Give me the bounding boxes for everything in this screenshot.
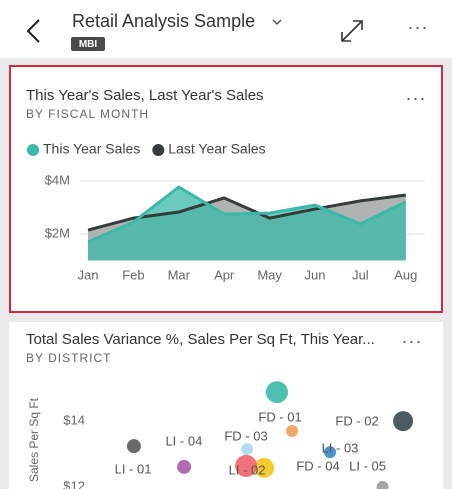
legend-label: Last Year Sales xyxy=(168,141,265,157)
bubble xyxy=(324,446,337,459)
title-dropdown[interactable] xyxy=(272,19,282,25)
x-tick-label: Aug xyxy=(394,267,417,282)
expand-button[interactable] xyxy=(341,20,363,42)
tile-title: Total Sales Variance %, Sales Per Sq Ft,… xyxy=(26,331,375,348)
legend-marker xyxy=(152,144,165,156)
bubble xyxy=(254,457,275,478)
y-tick-label: $14 xyxy=(63,413,85,428)
badge-bg xyxy=(71,37,105,51)
data-label: FD - 02 xyxy=(335,414,378,429)
y-tick-label: $12 xyxy=(63,478,85,489)
data-label: FD - 04 xyxy=(296,458,339,473)
data-label: LI - 03 xyxy=(322,441,359,456)
tile-2[interactable] xyxy=(9,322,443,489)
data-label: LI - 02 xyxy=(229,462,266,477)
bubble xyxy=(265,381,288,404)
bubble xyxy=(177,459,192,474)
more-button[interactable]: ··· xyxy=(408,17,429,37)
back-button[interactable] xyxy=(26,19,40,43)
legend-label: This Year Sales xyxy=(43,141,140,157)
tile-subtitle: BY FISCAL MONTH xyxy=(26,107,149,121)
tile-title: This Year's Sales, Last Year's Sales xyxy=(26,87,264,104)
x-tick-label: May xyxy=(257,267,282,282)
data-label: FD - 03 xyxy=(224,429,267,444)
data-label: FD - 01 xyxy=(258,409,301,424)
bubble xyxy=(286,425,299,437)
tile-1[interactable] xyxy=(9,65,443,313)
bubble xyxy=(235,454,258,477)
bubble xyxy=(126,439,141,454)
badge: MBI xyxy=(79,39,98,50)
line xyxy=(87,185,407,244)
x-tick-label: Jun xyxy=(305,267,326,282)
bubble xyxy=(393,411,414,432)
x-tick-label: Apr xyxy=(214,267,235,282)
y-tick-label: $2M xyxy=(45,225,70,240)
y-axis-label: Sales Per Sq Ft xyxy=(27,397,41,482)
tile-subtitle: BY DISTRICT xyxy=(26,351,111,365)
data-label: LI - 01 xyxy=(115,461,152,476)
x-tick-label: Jul xyxy=(352,267,369,282)
report-title[interactable]: Retail Analysis Sample xyxy=(72,11,255,31)
tile-menu[interactable]: ··· xyxy=(406,88,427,108)
tile-menu[interactable]: ··· xyxy=(402,331,423,351)
data-label: LI - 04 xyxy=(165,434,202,449)
bubble xyxy=(376,481,389,489)
x-tick-label: Feb xyxy=(122,267,144,282)
y-tick-label: $4M xyxy=(45,172,70,187)
area xyxy=(88,187,406,261)
legend-marker xyxy=(27,144,39,156)
x-tick-label: Jan xyxy=(78,267,99,282)
x-tick-label: Mar xyxy=(168,267,191,282)
data-label: LI - 05 xyxy=(349,458,386,473)
bubble xyxy=(241,443,254,456)
